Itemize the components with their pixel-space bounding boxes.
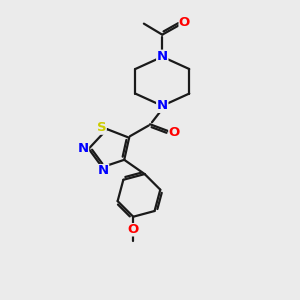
Text: N: N xyxy=(157,99,168,112)
Text: N: N xyxy=(157,50,168,63)
Text: O: O xyxy=(179,16,190,29)
Text: O: O xyxy=(168,126,180,139)
Text: N: N xyxy=(78,142,89,155)
Text: S: S xyxy=(97,122,106,134)
Text: N: N xyxy=(98,164,109,177)
Text: O: O xyxy=(128,223,139,236)
